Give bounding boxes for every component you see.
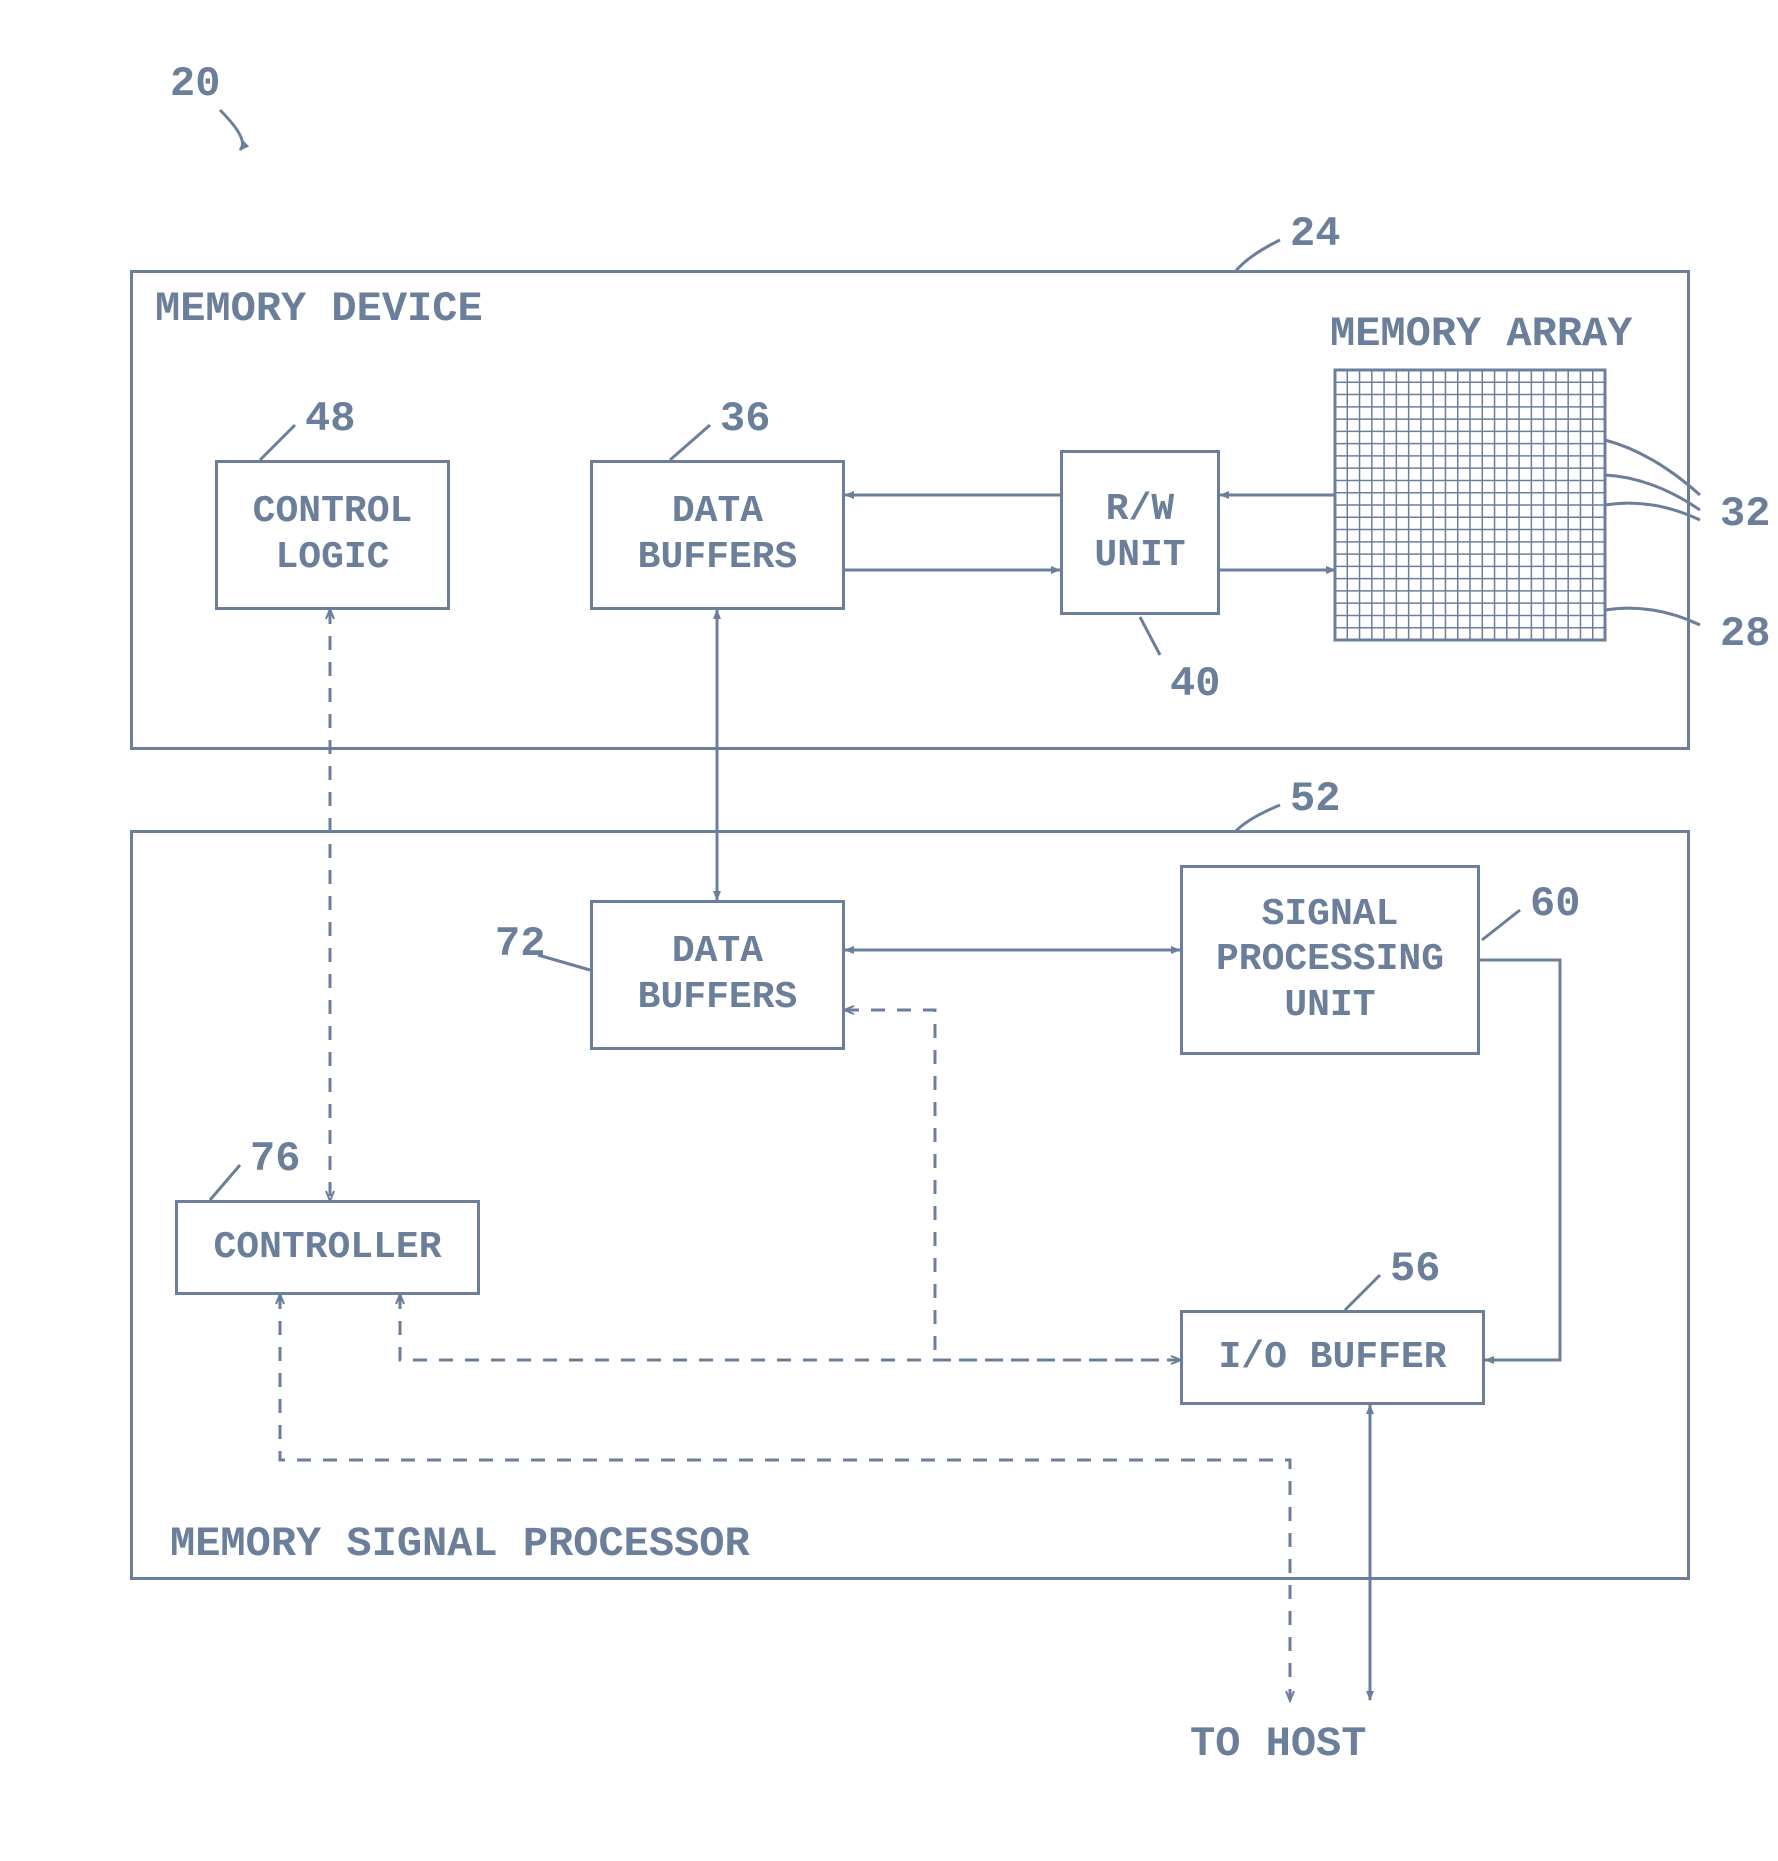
region-label: MEMORY DEVICE bbox=[155, 285, 483, 333]
ref-num: 72 bbox=[495, 920, 545, 968]
ref-20: 20 bbox=[170, 60, 220, 108]
ref-num: 40 bbox=[1170, 660, 1220, 708]
diagram-canvas: 20 MEMORY DEVICE 24 MEMORY SIGNAL PROCESSOR… bbox=[0, 0, 1778, 1861]
ref-num: 28 bbox=[1720, 610, 1770, 658]
io-buffer-block: I/O BUFFER bbox=[1180, 1310, 1485, 1405]
data-buffers-bot-block: DATA BUFFERS bbox=[590, 900, 845, 1050]
to-host-label: TO HOST bbox=[1190, 1720, 1366, 1768]
ref-num: 32 bbox=[1720, 490, 1770, 538]
ref-num: 48 bbox=[305, 395, 355, 443]
memory-array-label: MEMORY ARRAY bbox=[1330, 310, 1632, 358]
ref-num: 60 bbox=[1530, 880, 1580, 928]
ref-num: 76 bbox=[250, 1135, 300, 1183]
ref-num: 36 bbox=[720, 395, 770, 443]
rw-unit-block: R/W UNIT bbox=[1060, 450, 1220, 615]
spu-block: SIGNAL PROCESSING UNIT bbox=[1180, 865, 1480, 1055]
memory-array-block bbox=[1335, 370, 1605, 640]
ref-num: 24 bbox=[1290, 210, 1340, 258]
control-logic-block: CONTROL LOGIC bbox=[215, 460, 450, 610]
controller-block: CONTROLLER bbox=[175, 1200, 480, 1295]
region-label: MEMORY SIGNAL PROCESSOR bbox=[170, 1520, 750, 1568]
ref-num: 52 bbox=[1290, 775, 1340, 823]
ref-num: 56 bbox=[1390, 1245, 1440, 1293]
data-buffers-top-block: DATA BUFFERS bbox=[590, 460, 845, 610]
